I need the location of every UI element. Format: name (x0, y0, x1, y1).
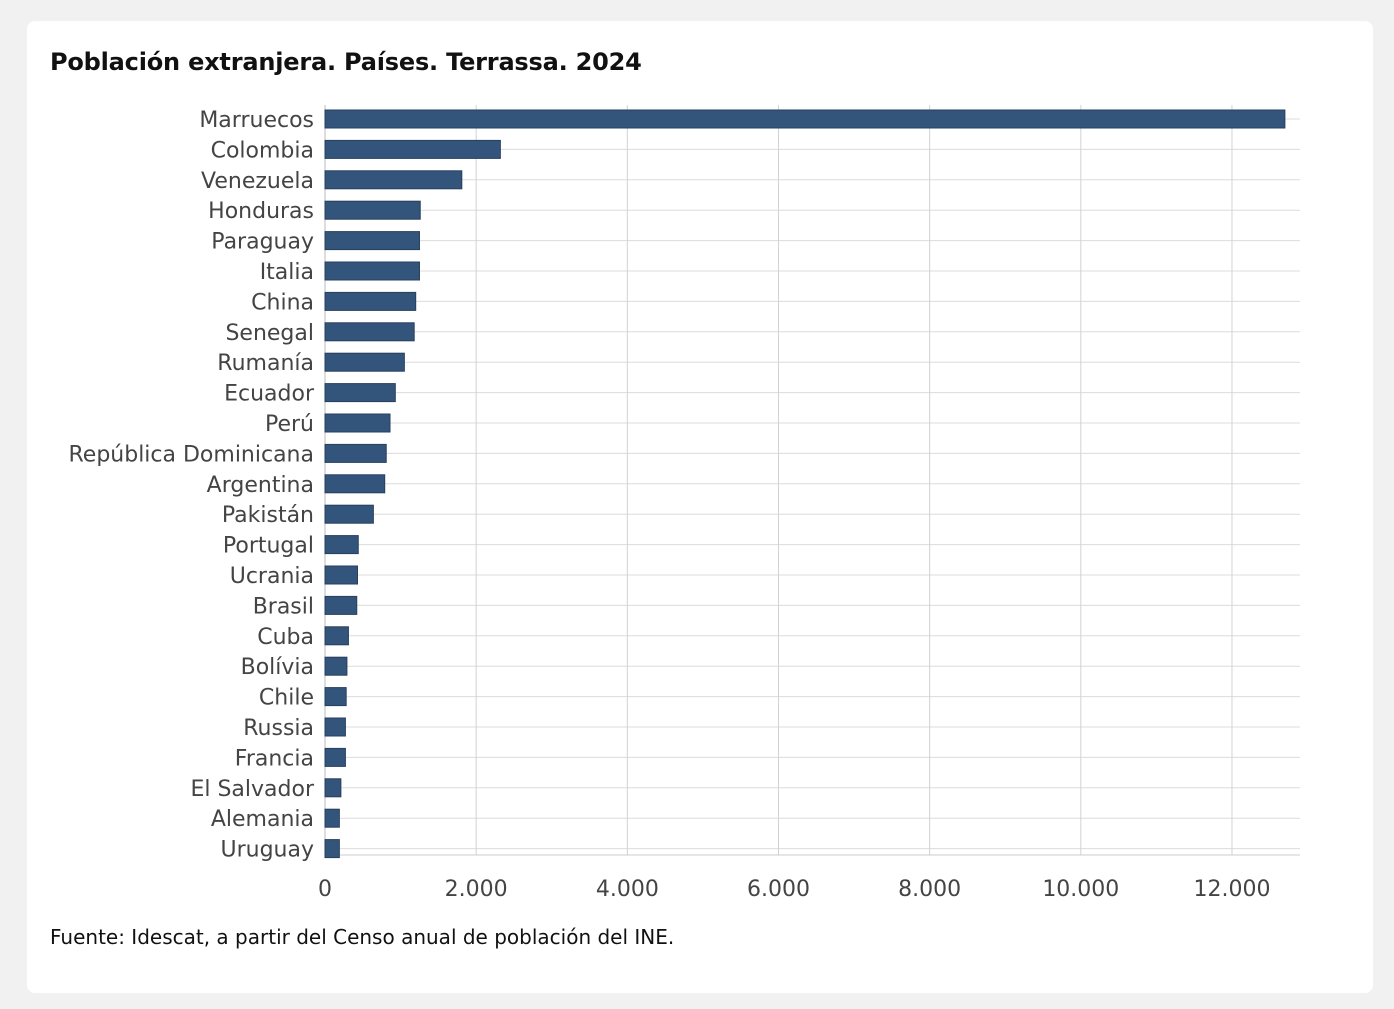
category-label: República Dominicana (68, 442, 314, 467)
bar (324, 443, 387, 463)
category-label: Pakistán (222, 503, 314, 528)
bar (324, 839, 340, 859)
x-tick-label: 6.000 (747, 877, 810, 902)
category-label: Ucrania (230, 564, 314, 589)
category-label: Alemania (211, 807, 314, 832)
category-label: Ecuador (224, 382, 315, 407)
category-label: Uruguay (221, 838, 315, 863)
x-tick-label: 0 (318, 877, 332, 902)
bar (324, 535, 359, 555)
chart-source: Fuente: Idescat, a partir del Censo anua… (50, 925, 675, 949)
category-label: China (251, 290, 314, 315)
bar (324, 504, 374, 524)
category-label: Cuba (257, 625, 314, 650)
bar (324, 747, 346, 767)
bar (324, 778, 342, 798)
bar (324, 413, 391, 433)
category-label: Argentina (207, 473, 314, 498)
bar (324, 383, 396, 403)
category-label: Venezuela (201, 169, 314, 194)
chart-title: Población extranjera. Países. Terrassa. … (50, 48, 642, 76)
bar (324, 808, 340, 828)
category-label: Perú (265, 412, 314, 437)
category-label: Bolívia (241, 655, 314, 680)
category-label: El Salvador (190, 777, 314, 802)
bar (324, 109, 1286, 129)
bar (324, 595, 358, 615)
category-label: Brasil (253, 594, 314, 619)
bar (324, 291, 417, 311)
category-label: Italia (260, 260, 314, 285)
category-label: Portugal (223, 534, 314, 559)
bar (324, 139, 501, 159)
category-label: Russia (243, 716, 314, 741)
bar (324, 687, 347, 707)
category-label: Chile (259, 686, 314, 711)
bar (324, 261, 420, 281)
bar (324, 322, 415, 342)
category-label: Rumanía (217, 351, 314, 376)
x-tick-label: 4.000 (596, 877, 659, 902)
chart-card: Población extranjera. Países. Terrassa. … (27, 21, 1373, 993)
category-label: Marruecos (199, 108, 314, 133)
category-label: Senegal (225, 321, 314, 346)
x-tick-label: 8.000 (898, 877, 961, 902)
category-label: Francia (235, 746, 314, 771)
bar (324, 565, 358, 585)
bar (324, 200, 421, 220)
x-tick-label: 12.000 (1193, 877, 1270, 902)
bar (324, 656, 348, 676)
bar (324, 170, 463, 190)
category-label: Paraguay (211, 230, 314, 255)
bar (324, 474, 386, 494)
x-tick-label: 10.000 (1042, 877, 1119, 902)
category-label: Honduras (208, 199, 314, 224)
bar-chart: Marruecos Colombia Venezuela Honduras Paragu… (68, 105, 1300, 902)
x-tick-label: 2.000 (445, 877, 508, 902)
bar (324, 626, 349, 646)
bar (324, 717, 346, 737)
bar (324, 231, 420, 251)
bar (324, 352, 405, 372)
category-label: Colombia (211, 138, 314, 163)
